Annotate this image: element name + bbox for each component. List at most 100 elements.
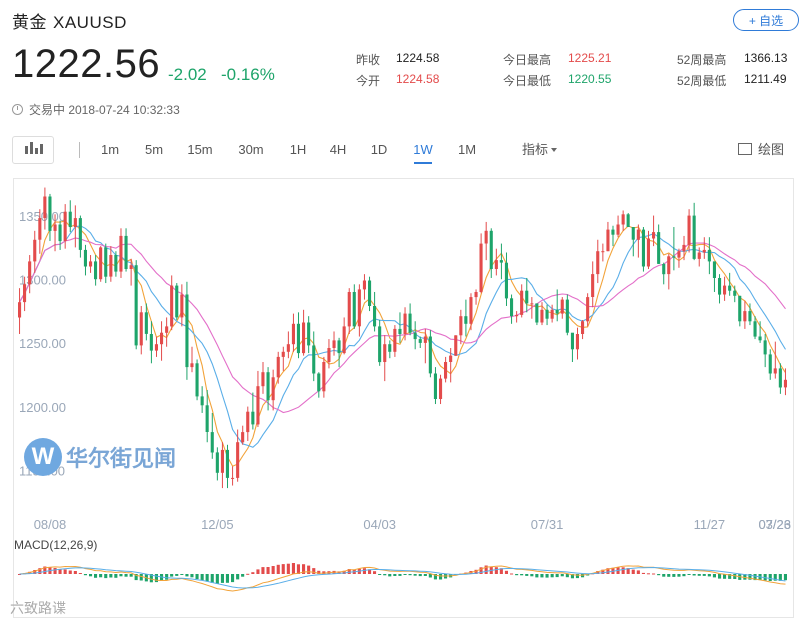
candle-body — [246, 411, 250, 433]
macd-bar — [560, 574, 564, 577]
macd-bar — [362, 568, 366, 574]
watermark: W 华尔街见闻 — [24, 438, 176, 476]
watermark-text: 华尔街见闻 — [66, 446, 177, 472]
candle-body — [129, 265, 133, 269]
candle-body — [53, 224, 57, 231]
macd-bar — [109, 574, 113, 578]
candle-body — [378, 326, 382, 363]
candle-body — [560, 299, 564, 314]
price-change-percent: -0.16% — [221, 65, 275, 84]
stat-label-day-low: 今日最低 — [503, 74, 552, 88]
candle-body — [636, 229, 640, 240]
macd-bar — [231, 574, 235, 583]
macd-bar — [33, 570, 37, 574]
macd-bar — [398, 574, 402, 576]
macd-bar — [484, 565, 488, 574]
candle-body — [83, 249, 87, 267]
macd-bar — [368, 569, 372, 574]
macd-bar — [246, 573, 250, 575]
candle-body — [504, 262, 508, 299]
stat-value-prev-close: 1224.58 — [396, 51, 440, 65]
price-chart[interactable]: 1350.001300.001250.001200.001150.0008/08… — [13, 178, 794, 618]
tab-1m[interactable]: 1m — [100, 142, 120, 157]
candle-body — [403, 313, 407, 334]
candle-body — [743, 311, 747, 322]
macd-bar — [428, 574, 432, 578]
macd-bar — [78, 573, 82, 574]
candle-body — [545, 309, 549, 319]
macd-bar — [733, 574, 737, 579]
candle-body — [550, 309, 554, 319]
macd-bar — [499, 568, 503, 574]
candle-body — [43, 196, 47, 219]
add-to-watchlist-button[interactable]: + 自选 — [733, 9, 799, 31]
macd-bar — [530, 574, 534, 577]
macd-bar — [423, 574, 427, 576]
candle-body — [783, 379, 787, 388]
stat-label-52w-high: 52周最高 — [677, 53, 727, 67]
candle-body — [753, 321, 757, 337]
tab-1h[interactable]: 1H — [289, 142, 307, 157]
macd-bar — [154, 574, 158, 583]
candle-body — [555, 309, 559, 314]
tab-1mo[interactable]: 1M — [457, 142, 477, 157]
candle-body — [692, 215, 696, 259]
macd-bar — [225, 574, 229, 583]
candle-body — [352, 292, 356, 327]
candle-body — [94, 261, 98, 280]
candle-body — [327, 348, 331, 362]
tab-5m[interactable]: 5m — [144, 142, 164, 157]
macd-bar — [718, 574, 722, 579]
candle-body — [302, 322, 306, 354]
candle-body — [479, 243, 483, 292]
indicator-dropdown[interactable]: 指标 — [522, 136, 558, 164]
candle-body — [388, 344, 392, 352]
candle-body — [474, 292, 478, 298]
candle-body — [454, 335, 458, 356]
macd-bar — [58, 569, 62, 574]
candle-body — [418, 339, 422, 343]
macd-bar — [149, 574, 153, 583]
tab-4h[interactable]: 4H — [329, 142, 347, 157]
indicator-label: 指标 — [522, 142, 549, 157]
candle-body — [89, 261, 93, 267]
candle-body — [510, 298, 514, 317]
candle-body — [154, 344, 158, 351]
candle-body — [337, 340, 341, 354]
candle-body — [33, 239, 37, 262]
candle-body — [236, 442, 240, 478]
candle-body — [281, 351, 285, 357]
candle-body — [626, 214, 630, 227]
macd-bar — [276, 564, 280, 574]
macd-bar — [707, 574, 711, 577]
candle-body — [398, 328, 402, 334]
macd-bar — [18, 574, 22, 575]
tab-15m[interactable]: 15m — [187, 142, 213, 157]
stat-value-day-low: 1220.55 — [568, 72, 612, 86]
tab-1w[interactable]: 1W — [412, 136, 434, 164]
macd-bar — [723, 574, 727, 579]
candle-body — [682, 244, 686, 252]
macd-bar — [672, 574, 676, 577]
candle-body — [707, 249, 711, 262]
tab-1d[interactable]: 1D — [370, 142, 388, 157]
x-tick-label: 12/05 — [201, 517, 234, 532]
x-tick-label: 04/03 — [363, 517, 396, 532]
stat-label-52w-low: 52周最低 — [677, 74, 727, 88]
candlestick-type-button[interactable] — [12, 136, 54, 164]
macd-bar — [271, 566, 275, 574]
candlestick-chart-svg[interactable]: 1350.001300.001250.001200.001150.0008/08… — [14, 179, 793, 617]
candle-body — [393, 328, 397, 352]
macd-bar — [200, 574, 204, 581]
candle-body — [160, 332, 164, 345]
macd-bar — [682, 574, 686, 577]
macd-bar — [119, 574, 123, 577]
candle-body — [256, 386, 260, 425]
draw-button[interactable]: 绘图 — [737, 136, 784, 164]
candle-body — [565, 299, 569, 333]
macd-bar — [302, 564, 306, 574]
tab-30m[interactable]: 30m — [238, 142, 264, 157]
macd-bar — [555, 574, 559, 578]
macd-bar — [210, 574, 214, 583]
macd-bar — [180, 574, 184, 575]
